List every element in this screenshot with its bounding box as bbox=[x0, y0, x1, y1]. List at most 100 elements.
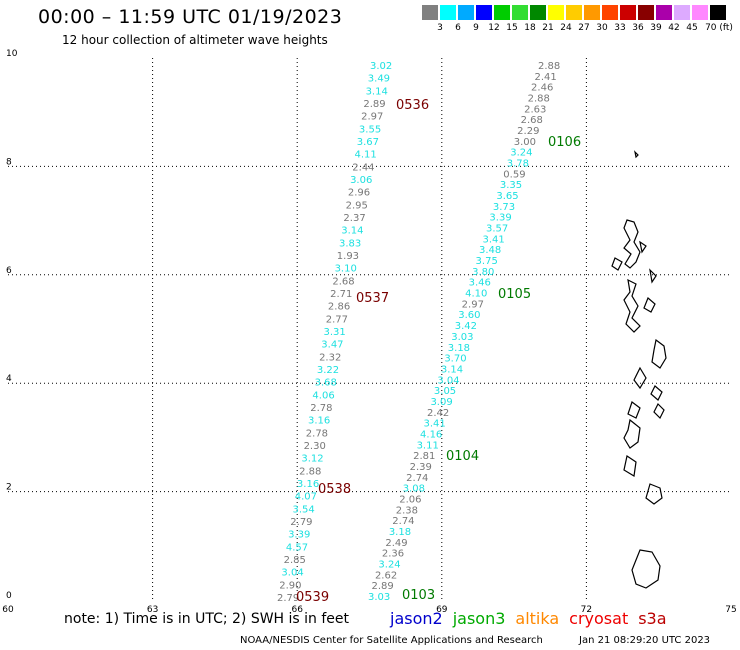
satellite-name: jason2 bbox=[390, 609, 443, 628]
wave-height-value: 2.36 bbox=[382, 549, 404, 560]
scale-label: 12 bbox=[488, 23, 500, 33]
wave-height-value: 4.07 bbox=[295, 492, 317, 503]
wave-height-value: 2.29 bbox=[517, 126, 539, 137]
wave-height-value: 3.49 bbox=[368, 74, 390, 85]
wave-height-value: 0.59 bbox=[503, 169, 525, 180]
scale-swatch bbox=[530, 5, 546, 20]
pass-labels: 0536 0537 0538 0539 0106 0105 0104 0103 bbox=[296, 98, 581, 605]
axis-ticks: 60 63 66 69 72 75 0 2 4 6 8 10 bbox=[2, 49, 736, 615]
generated-timestamp: Jan 21 08:29:20 UTC 2023 bbox=[579, 635, 711, 646]
wave-height-value: 3.47 bbox=[321, 340, 343, 351]
wave-height-value: 2.06 bbox=[399, 494, 421, 505]
x-tick-label: 72 bbox=[581, 605, 592, 615]
wave-height-value: 2.37 bbox=[343, 213, 365, 224]
map-title: 00:00 – 11:59 UTC 01/19/2023 bbox=[38, 6, 343, 28]
scale-label: 9 bbox=[473, 23, 479, 33]
wave-height-value: 3.41 bbox=[482, 234, 504, 245]
wave-height-value: 2.89 bbox=[363, 99, 385, 110]
wave-height-value: 3.06 bbox=[350, 175, 372, 186]
island-outline bbox=[653, 402, 665, 420]
wave-height-value: 2.95 bbox=[346, 200, 368, 211]
scale-swatch bbox=[584, 5, 600, 20]
wave-height-value: 3.10 bbox=[335, 264, 357, 275]
island-outline bbox=[645, 483, 663, 505]
scale-label: 3 bbox=[437, 23, 443, 33]
wave-height-value: 3.46 bbox=[469, 278, 491, 289]
scale-label: 33 bbox=[614, 23, 626, 33]
wave-height-value: 3.16 bbox=[308, 416, 330, 427]
scale-label: 42 bbox=[668, 23, 680, 33]
pass-label: 0104 bbox=[446, 449, 479, 464]
wave-height-value: 2.62 bbox=[375, 570, 397, 581]
scale-label: 36 bbox=[632, 23, 644, 33]
wave-height-value: 3.70 bbox=[444, 354, 466, 365]
wave-height-value: 3.57 bbox=[486, 224, 508, 235]
wave-height-value: 2.42 bbox=[427, 408, 449, 419]
wave-height-value: 3.42 bbox=[455, 321, 477, 332]
wave-height-value: 3.16 bbox=[297, 479, 319, 490]
y-tick-label: 10 bbox=[6, 49, 18, 59]
wave-height-value: 3.78 bbox=[507, 159, 529, 170]
wave-height-value: 4.16 bbox=[420, 429, 442, 440]
wave-height-value: 2.39 bbox=[410, 462, 432, 473]
wave-height-value: 2.74 bbox=[406, 473, 428, 484]
wave-height-value: 3.65 bbox=[496, 191, 518, 202]
wave-height-value: 3.11 bbox=[417, 440, 439, 451]
scale-label: 70 (ft) bbox=[705, 23, 733, 33]
x-tick-label: 63 bbox=[147, 605, 158, 615]
wave-height-value: 3.73 bbox=[493, 202, 515, 213]
wave-height-value: 3.68 bbox=[315, 378, 337, 389]
pass-label: 0105 bbox=[498, 287, 531, 302]
wave-height-value: 3.83 bbox=[339, 238, 361, 249]
y-tick-label: 2 bbox=[6, 483, 12, 493]
island-outline bbox=[623, 219, 641, 269]
footer-note: note: 1) Time is in UTC; 2) SWH is in fe… bbox=[64, 611, 350, 627]
wave-height-value: 2.79 bbox=[277, 593, 299, 604]
wave-height-value: 2.88 bbox=[528, 94, 550, 105]
y-tick-label: 4 bbox=[6, 374, 12, 384]
wave-height-value: 4.10 bbox=[465, 289, 487, 300]
coastline bbox=[611, 150, 667, 589]
scale-swatch bbox=[638, 5, 654, 20]
wave-height-value: 3.24 bbox=[378, 559, 400, 570]
island-outline bbox=[611, 257, 623, 271]
island-outline bbox=[631, 549, 661, 589]
scale-swatch bbox=[494, 5, 510, 20]
island-outline bbox=[651, 338, 667, 369]
x-tick-label: 69 bbox=[436, 605, 448, 615]
wave-height-value: 3.12 bbox=[301, 454, 323, 465]
wave-height-value: 3.03 bbox=[368, 592, 390, 603]
wave-height-value: 3.48 bbox=[479, 245, 501, 256]
island-outline bbox=[643, 296, 656, 313]
island-outline bbox=[623, 455, 637, 477]
scale-label: 24 bbox=[560, 23, 572, 33]
scale-swatch bbox=[692, 5, 708, 20]
wave-height-value: 3.75 bbox=[476, 256, 498, 267]
wave-height-value: 2.81 bbox=[413, 451, 435, 462]
wave-height-value: 3.14 bbox=[441, 364, 463, 375]
wave-height-value: 3.14 bbox=[341, 226, 363, 237]
wave-height-value: 4.57 bbox=[286, 542, 308, 553]
pass-label: 0537 bbox=[356, 291, 389, 306]
wave-height-value: 3.18 bbox=[389, 527, 411, 538]
scale-swatch bbox=[476, 5, 492, 20]
wave-height-value: 2.46 bbox=[531, 83, 553, 94]
y-tick-label: 6 bbox=[6, 266, 12, 276]
wave-height-value: 2.71 bbox=[330, 289, 352, 300]
scale-label: 39 bbox=[650, 23, 662, 33]
y-tick-label: 0 bbox=[6, 591, 12, 601]
island-outline bbox=[623, 278, 641, 333]
pass-label: 0106 bbox=[548, 135, 581, 150]
wave-height-value: 2.85 bbox=[284, 555, 306, 566]
scale-label: 15 bbox=[506, 23, 518, 33]
scale-swatch bbox=[656, 5, 672, 20]
scale-swatch bbox=[602, 5, 618, 20]
wave-height-value: 2.90 bbox=[279, 580, 301, 591]
wave-height-value: 2.77 bbox=[326, 314, 348, 325]
x-tick-label: 75 bbox=[725, 605, 736, 615]
wave-height-value: 2.79 bbox=[290, 517, 312, 528]
island-outline bbox=[650, 385, 663, 401]
wave-height-value: 2.38 bbox=[396, 505, 418, 516]
wave-height-value: 3.54 bbox=[293, 504, 315, 515]
wave-height-value: 3.60 bbox=[458, 310, 480, 321]
